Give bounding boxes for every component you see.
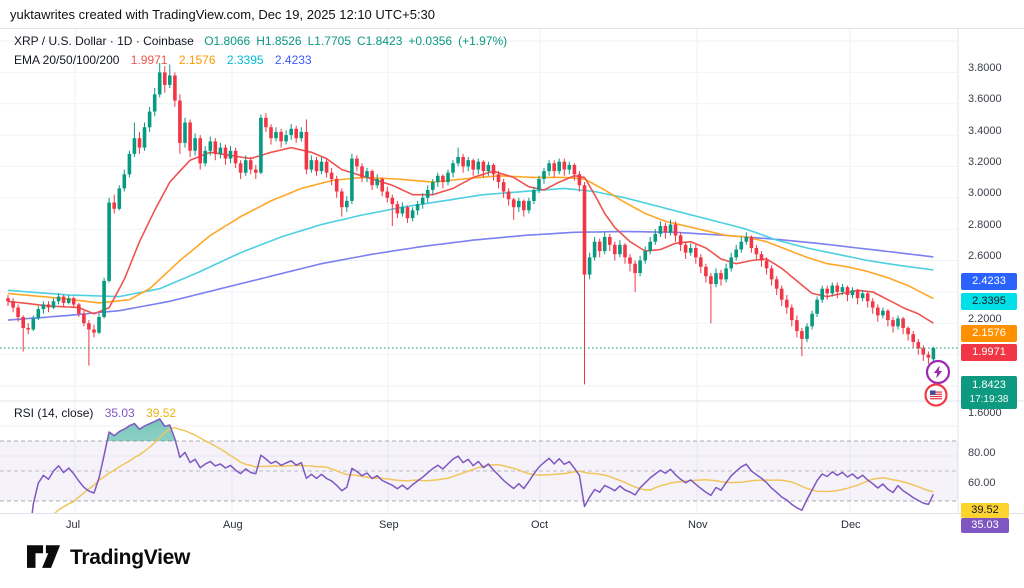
high-value: H1.8526	[256, 34, 302, 48]
ema200-value: 2.4233	[274, 53, 312, 67]
price-axis-label: 2.2000	[968, 312, 1002, 325]
price-axis-label: 3.2000	[968, 156, 1002, 169]
lightning-event-icon[interactable]	[925, 359, 951, 385]
price-badge-2.3395: 2.3395	[961, 293, 1017, 310]
footer: TradingView	[27, 545, 190, 571]
time-axis-month-Aug[interactable]: Aug	[223, 519, 243, 531]
ohlc-values: O1.8066 H1.8526 L1.7705 C1.8423 +0.0356 (+1.9…	[204, 34, 513, 48]
time-axis-month-Oct[interactable]: Oct	[531, 519, 549, 531]
rsi-legend[interactable]: RSI (14, close) 35.03 39.52	[14, 406, 176, 420]
price-badge-2.1576: 2.1576	[961, 324, 1017, 342]
bar-countdown: 17:19:38	[969, 393, 1009, 405]
time-axis-month-Jul[interactable]: Jul	[66, 519, 81, 531]
price-axis-label: 3.0000	[968, 187, 1002, 200]
time-axis[interactable]: Jul Aug Sep Oct Nov Dec	[0, 513, 1024, 536]
tradingview-logo-icon[interactable]	[27, 545, 61, 571]
price-axis-label: 3.4000	[968, 124, 1002, 137]
chart-canvas[interactable]	[0, 29, 1024, 536]
time-axis-month-Nov[interactable]: Nov	[688, 519, 708, 531]
price-badge-2.4233: 2.4233	[961, 272, 1017, 290]
ema-legend-label[interactable]: EMA 20/50/100/200	[14, 53, 120, 67]
attribution-text: yuktawrites created with TradingView.com…	[10, 7, 436, 22]
price-badge-1.9971: 1.9971	[961, 343, 1017, 361]
price-axis-label: 2.8000	[968, 218, 1002, 231]
ema-legend[interactable]: EMA 20/50/100/200 1.9971 2.1576 2.3395 2…	[14, 53, 312, 67]
symbol-legend[interactable]: XRP / U.S. Dollar · 1D · Coinbase O1.806…	[14, 34, 513, 48]
symbol-title[interactable]: XRP / U.S. Dollar · 1D · Coinbase	[14, 34, 194, 48]
time-axis-month-Sep[interactable]: Sep	[379, 519, 399, 531]
rsi-axis-label: 60.00	[968, 477, 996, 489]
price-axis-label: 2.6000	[968, 250, 1002, 263]
rsi-badge-39.52: 39.52	[961, 502, 1009, 518]
ema100-value: 2.3395	[226, 53, 264, 67]
price-axis-label: 1.6000	[968, 406, 1002, 419]
ema50-value: 2.1576	[178, 53, 216, 67]
open-value: O1.8066	[204, 34, 251, 48]
change-pct-value: (+1.97%)	[458, 34, 508, 48]
rsi-axis-label: 80.00	[968, 447, 996, 459]
ema20-value: 1.9971	[130, 53, 168, 67]
price-axis-label: 3.8000	[968, 62, 1002, 74]
close-value: C1.8423	[357, 34, 403, 48]
tradingview-logo-text[interactable]: TradingView	[70, 546, 191, 569]
price-axis-label: 3.6000	[968, 93, 1002, 106]
chart-widget: XRP / U.S. Dollar · 1D · Coinbase O1.806…	[0, 28, 1024, 536]
change-value: +0.0356	[408, 34, 453, 48]
price-badge-1.8423: 1.8423 17:19:38	[961, 375, 1017, 409]
rsi-badge-35.03: 35.03	[961, 517, 1009, 533]
rsi-ma-value: 39.52	[146, 406, 177, 420]
rsi-value: 35.03	[104, 406, 135, 420]
us-flag-event-icon[interactable]	[924, 383, 948, 407]
time-axis-month-Dec[interactable]: Dec	[841, 519, 861, 531]
last-price-value: 1.8423	[972, 378, 1006, 391]
rsi-legend-label[interactable]: RSI (14, close)	[14, 406, 94, 420]
low-value: L1.7705	[307, 34, 351, 48]
